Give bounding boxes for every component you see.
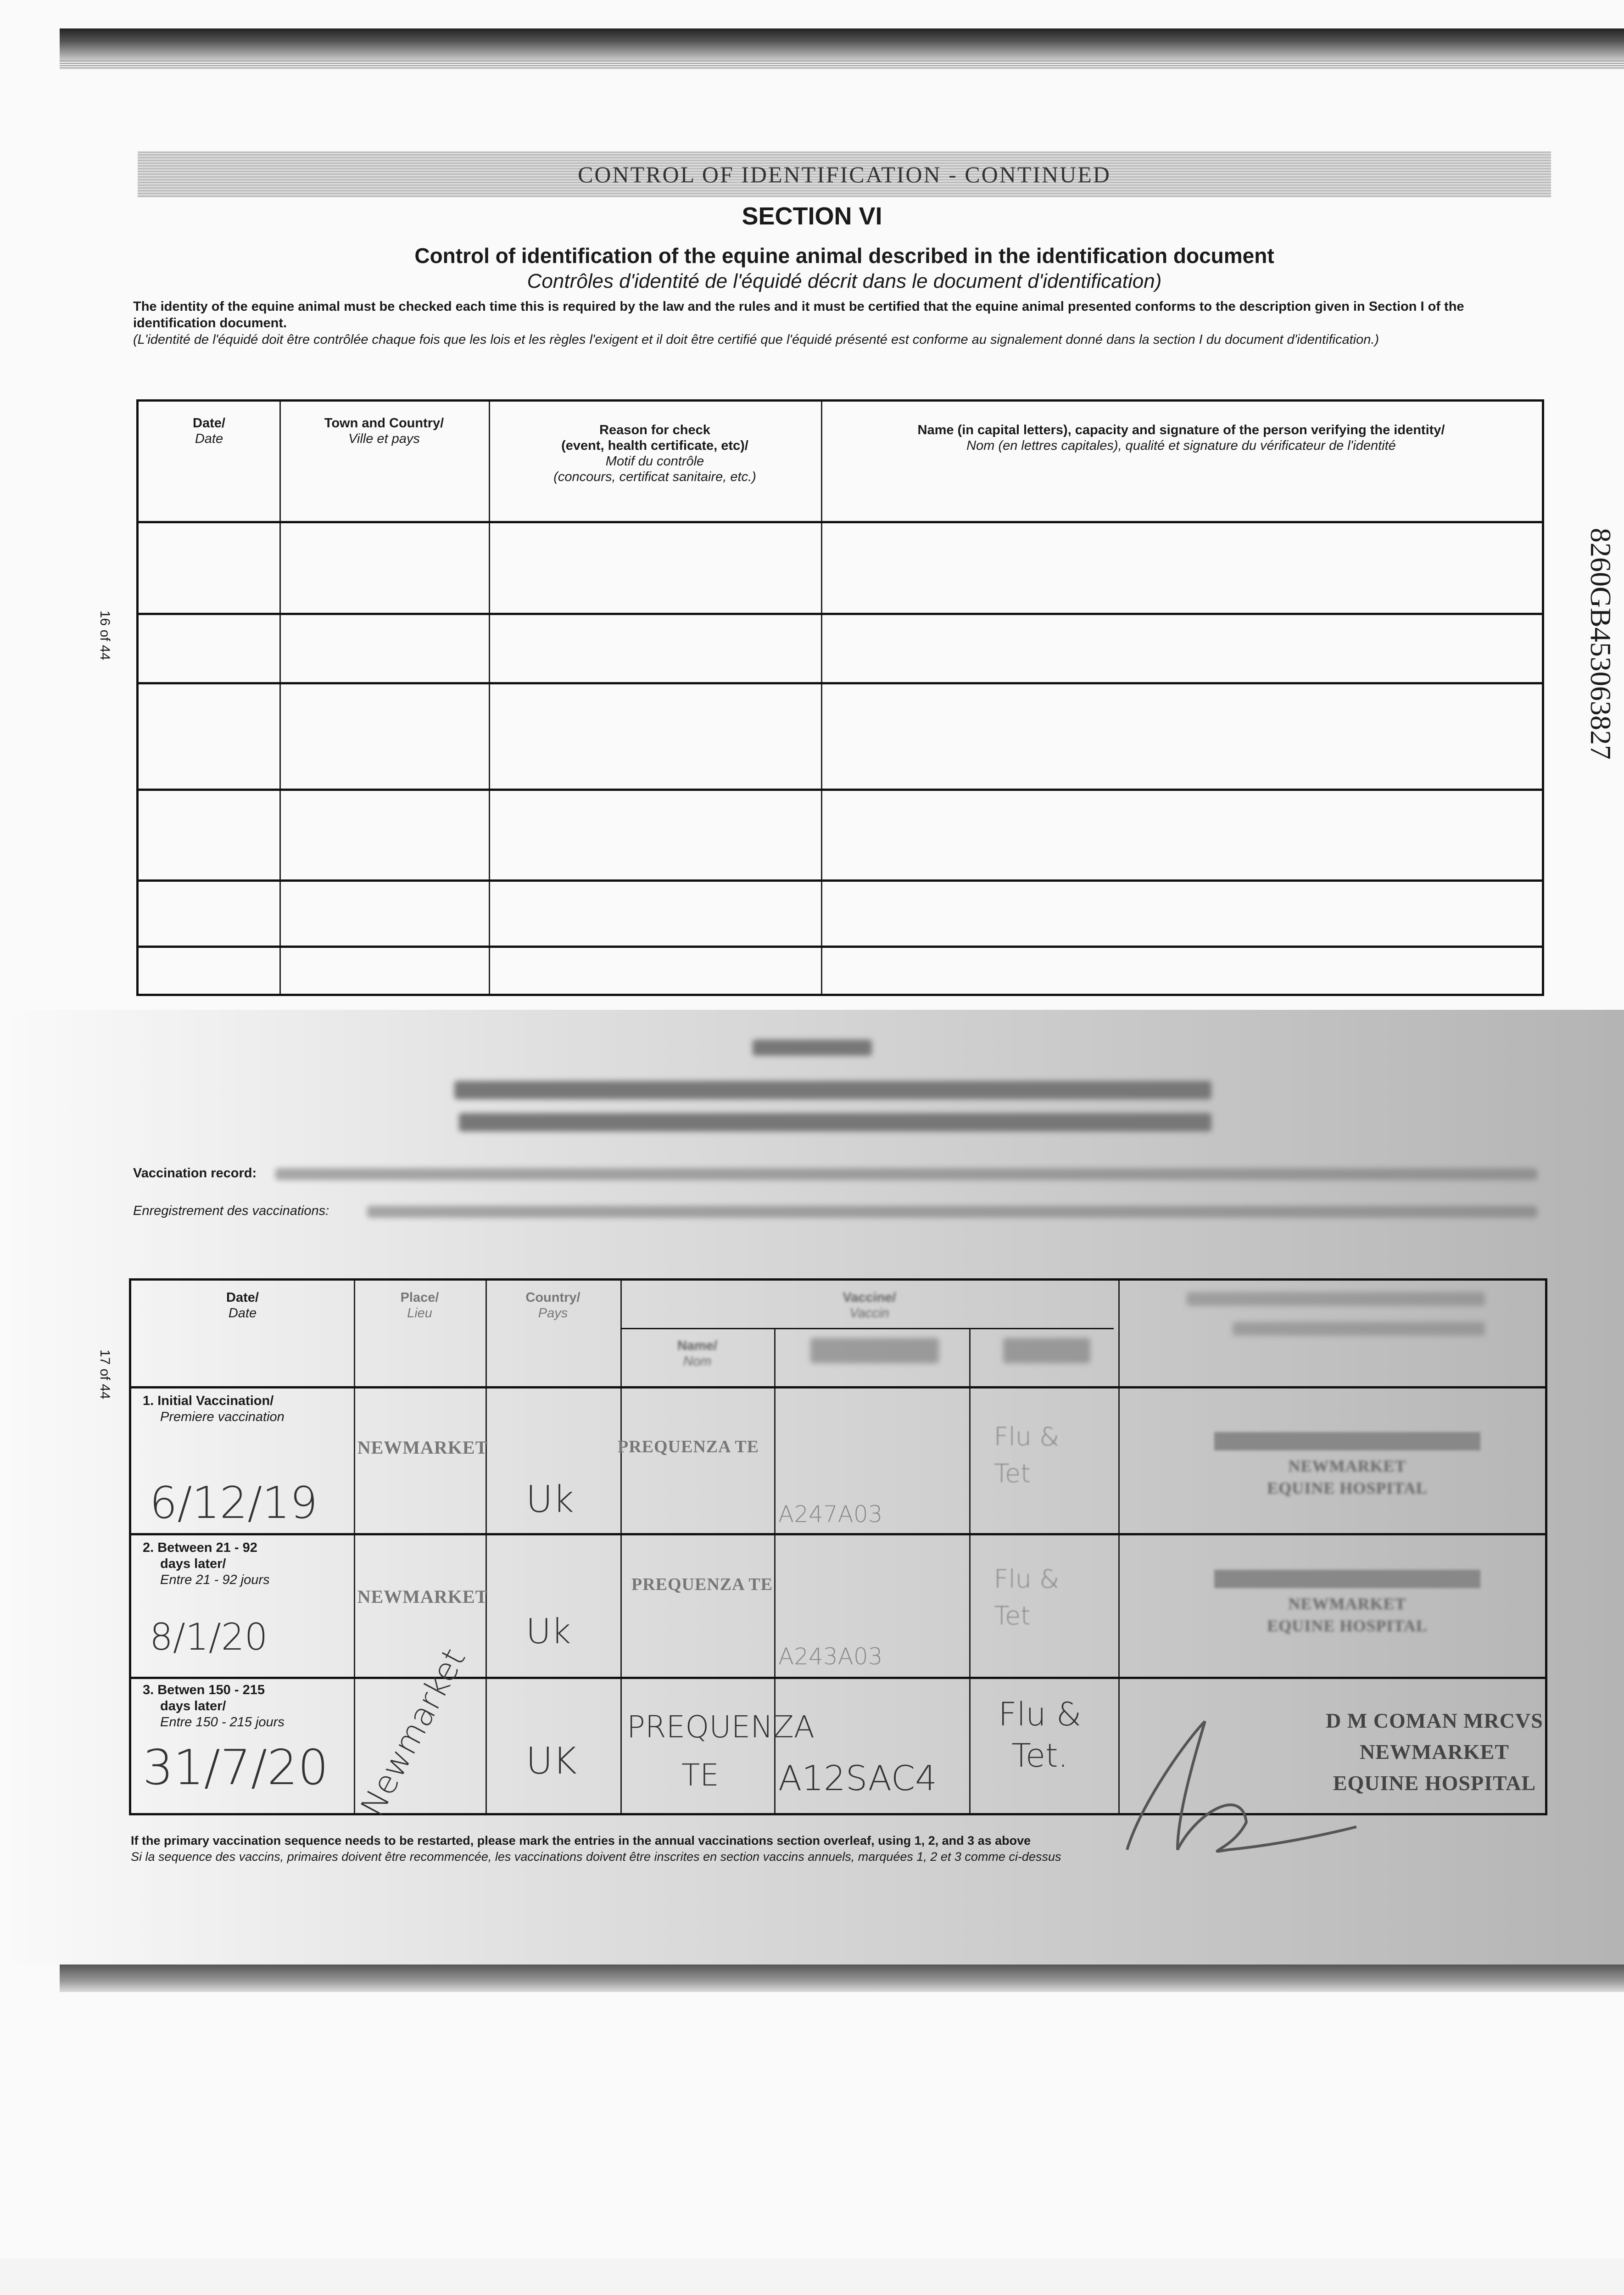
scan-edge-top: [60, 28, 1624, 61]
section-title: SECTION VI: [742, 202, 882, 230]
place-stamp: NEWMARKET: [357, 1437, 488, 1458]
col-place: Place/Lieu: [400, 1290, 439, 1321]
footnote: If the primary vaccination sequence need…: [131, 1834, 1031, 1847]
col-date: Date/Date: [193, 416, 225, 446]
blurred-text-fr: [367, 1206, 1537, 1218]
page-number-17: 17 of 44: [97, 1349, 112, 1399]
col-vet-signature-fr: [1233, 1322, 1485, 1336]
scan-edge-lines: [60, 61, 1624, 70]
strength-entry: Flu & Tet.: [998, 1696, 1082, 1774]
intro-fr: (L'identité de l'équidé doit être contrô…: [133, 332, 1379, 347]
col-verifier: Name (in capital letters), capacity and …: [917, 423, 1445, 453]
col-vet-signature: [1187, 1292, 1485, 1306]
batch-entry: A247A03: [778, 1501, 883, 1528]
col-vaccine: Vaccine/Vaccin: [843, 1290, 896, 1321]
batch-entry: A243A03: [778, 1643, 883, 1670]
vet-stamp: D M COMAN MRCVS NEWMARKET EQUINE HOSPITAL: [1326, 1709, 1543, 1795]
section-heading: Control of identification of the equine …: [414, 244, 1274, 268]
page-number-16: 16 of 44: [97, 610, 112, 661]
continued-banner: CONTROL OF IDENTIFICATION - CONTINUED: [138, 151, 1551, 197]
vaccination-record-label-fr: Enregistrement des vaccinations:: [133, 1203, 329, 1218]
row-label: 3. Betwen 150 - 215 days later/Entre 150 …: [143, 1683, 285, 1730]
col-date: Date/Date: [226, 1290, 259, 1321]
place-stamp: NEWMARKET: [357, 1586, 488, 1607]
col-batch-number: [810, 1338, 939, 1363]
vaccine-stamp: PREQUENZA TE: [631, 1575, 773, 1594]
blurred-section-title: [753, 1040, 872, 1056]
country-entry: Uk: [526, 1611, 571, 1651]
intro-paragraph: The identity of the equine animal must b…: [133, 298, 1528, 348]
blurred-heading: [454, 1081, 1211, 1099]
vaccine-entry: PREQUENZA TE: [627, 1709, 815, 1793]
date-entry: 31/7/20: [143, 1740, 329, 1796]
vaccination-record-label: Vaccination record:: [133, 1166, 257, 1181]
col-strength: [1003, 1338, 1090, 1363]
country-entry: Uk: [526, 1478, 574, 1521]
banner-text: CONTROL OF IDENTIFICATION - CONTINUED: [578, 162, 1111, 187]
col-town-country: Town and Country/Ville et pays: [324, 416, 444, 446]
identity-check-table: Date/Date Town and Country/Ville et pays…: [136, 399, 1544, 996]
row-label: 2. Between 21 - 92 days later/Entre 21 - …: [143, 1540, 270, 1587]
vet-signature: [1126, 1720, 1357, 1853]
date-entry: 8/1/20: [150, 1616, 268, 1658]
passport-id-number: 8260GB453063827: [1585, 528, 1617, 760]
vaccination-table: Date/Date Place/Lieu Country/Pays Vaccin…: [129, 1278, 1547, 1853]
vet-stamp: NEWMARKET EQUINE HOSPITAL: [1187, 1570, 1508, 1637]
strength-entry: Flu & Tet: [994, 1422, 1060, 1488]
place-entry: Newmarket: [353, 1642, 473, 1823]
intro-en: The identity of the equine animal must b…: [133, 299, 1464, 330]
section-heading-fr: Contrôles d'identité de l'équidé décrit …: [527, 270, 1162, 292]
scan-edge-bottom: [60, 1965, 1624, 1992]
vet-stamp: NEWMARKET EQUINE HOSPITAL: [1187, 1432, 1508, 1499]
date-entry: 6/12/19: [150, 1478, 318, 1528]
vaccine-stamp: PREQUENZA TE: [618, 1437, 759, 1456]
blurred-heading-fr: [459, 1113, 1211, 1131]
col-vaccine-name: Name/Nom: [677, 1338, 718, 1369]
footnote-fr: Si la sequence des vaccins, primaires do…: [131, 1850, 1061, 1864]
strength-entry: Flu & Tet: [994, 1564, 1060, 1630]
blurred-text: [275, 1168, 1537, 1180]
col-reason: Reason for check (event, health certifica…: [553, 423, 756, 484]
row-label: 1. Initial Vaccination/Premiere vaccinat…: [143, 1394, 285, 1424]
batch-entry: A12SAC4: [778, 1758, 937, 1798]
col-country: Country/Pays: [525, 1290, 580, 1321]
country-entry: UK: [526, 1740, 577, 1782]
